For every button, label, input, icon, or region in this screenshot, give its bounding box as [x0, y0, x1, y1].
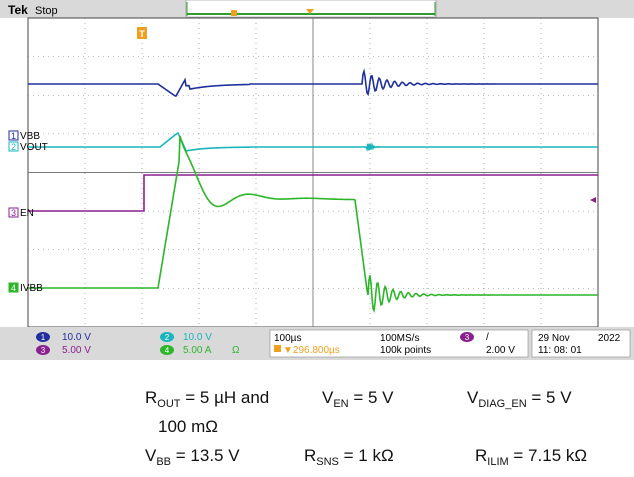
readout-trigger-icon [274, 345, 281, 352]
ch2-marker: 2 VOUT [8, 141, 48, 153]
ch3-marker: 3 EN [8, 207, 34, 219]
brand-label: Tek [8, 3, 28, 17]
caption-v-en: VEN = 5 V [322, 388, 394, 410]
trigger-t-icon: T [137, 27, 147, 39]
record-bar [185, 0, 437, 18]
datetime-box [531, 329, 631, 358]
ch2-trace [28, 131, 598, 152]
timebase-box [269, 329, 529, 358]
readout-ch4-number: 4 [165, 346, 170, 355]
caption-v-diag-en: VDIAG_EN = 5 V [467, 388, 572, 410]
caption-r-out-line2: 100 mΩ [158, 417, 218, 436]
trigger-level-icon [590, 197, 596, 203]
ch2-label: VOUT [20, 142, 48, 153]
ch3-marker-number: 3 [11, 208, 16, 218]
ch4-trace [28, 135, 598, 314]
readout-year: 2022 [598, 333, 621, 344]
oscilloscope-capture: Tek Stop T 1 VBB 2 VOUT 3 EN 4 IVBB [0, 0, 634, 360]
readout-date: 29 Nov [538, 333, 570, 344]
caption-v-bb: VBB = 13.5 V [145, 446, 240, 468]
trigger-marker-text: T [139, 29, 145, 39]
readout-ch4-impedance: Ω [232, 345, 240, 356]
readout-time: 11: 08: 01 [538, 345, 582, 356]
readout-ch2-scale: 10.0 V [183, 332, 212, 343]
readout-ch3-scale: 5.00 V [62, 345, 91, 356]
ch1-marker: 1 VBB [8, 130, 40, 142]
readout-trigger-level: 2.00 V [486, 345, 515, 356]
trigger-position-icon [306, 9, 314, 14]
readout-ch4-scale: 5.00 A [183, 345, 212, 356]
readout-trigger-position: ▼296.800µs [283, 345, 340, 356]
readout-sample-rate: 100MS/s [380, 333, 419, 344]
readout-record-length: 100k points [380, 345, 431, 356]
ch1-marker-number: 1 [11, 131, 16, 141]
readout-trigger-slope: / [486, 332, 489, 343]
readout-trigger-source: 3 [465, 333, 470, 342]
ch4-marker-number: 4 [11, 283, 16, 293]
record-trigger-icon [231, 10, 237, 16]
caption-r-sns: RSNS = 1 kΩ [304, 446, 394, 468]
ch3-label: EN [20, 208, 34, 219]
ch2-marker-number: 2 [11, 142, 16, 152]
readout-ch1-number: 1 [41, 333, 46, 342]
run-state: Stop [35, 5, 58, 17]
ch4-label: IVBB [20, 283, 43, 294]
caption-r-out: ROUT = 5 µH and [145, 388, 270, 410]
ch1-trace [28, 68, 598, 97]
ch1-label: VBB [20, 131, 40, 142]
ch3-trace [28, 174, 598, 212]
readout-ch3-number: 3 [41, 346, 46, 355]
caption-r-ilim: RILIM = 7.15 kΩ [475, 446, 588, 468]
readout-timebase: 100µs [274, 333, 301, 344]
readout-ch1-scale: 10.0 V [62, 332, 91, 343]
ch4-marker: 4 IVBB [8, 282, 43, 294]
readout-ch2-number: 2 [165, 333, 170, 342]
